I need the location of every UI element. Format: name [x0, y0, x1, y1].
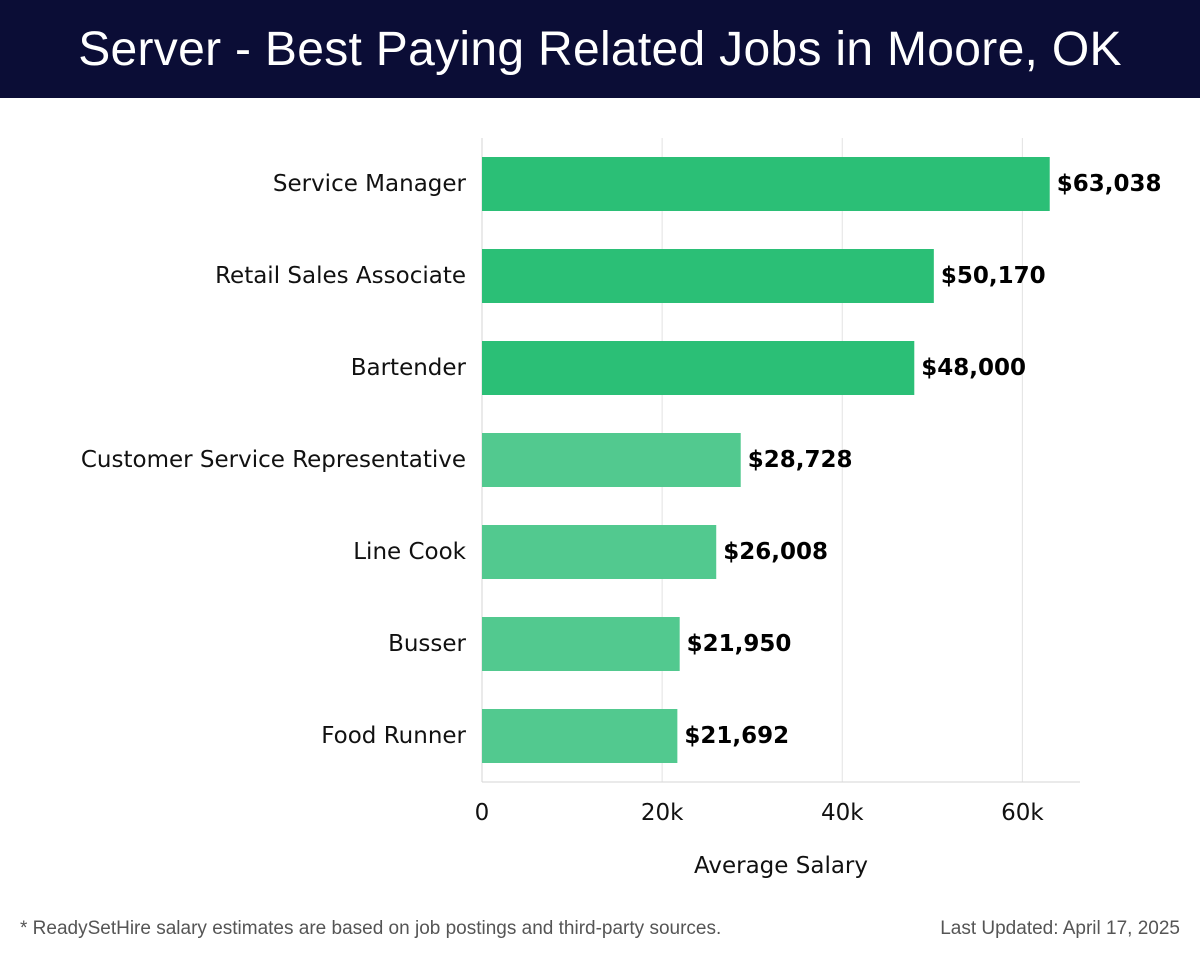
- bar-chart: Service Manager $63,038 Retail Sales Assoc…: [81, 138, 1162, 879]
- category-label: Food Runner: [321, 723, 466, 749]
- value-label: $21,950: [687, 631, 792, 657]
- category-label: Bartender: [351, 355, 467, 381]
- value-label: $48,000: [921, 355, 1026, 381]
- bar: [482, 617, 680, 671]
- source-note: * ReadySetHire salary estimates are base…: [20, 918, 722, 939]
- category-label: Retail Sales Associate: [215, 263, 466, 289]
- category-label: Service Manager: [273, 171, 467, 197]
- chart-title: Server - Best Paying Related Jobs in Moo…: [78, 22, 1122, 76]
- category-label: Busser: [388, 631, 466, 657]
- chart-header: Server - Best Paying Related Jobs in Moo…: [0, 0, 1200, 98]
- x-tick-label: 60k: [1001, 800, 1044, 826]
- x-tick-label: 0: [475, 800, 490, 826]
- value-label: $26,008: [723, 539, 828, 565]
- x-tick-label: 20k: [641, 800, 684, 826]
- value-label: $21,692: [684, 723, 789, 749]
- bar: [482, 433, 741, 487]
- bar: [482, 249, 934, 303]
- category-label: Customer Service Representative: [81, 447, 466, 473]
- value-label: $28,728: [748, 447, 853, 473]
- bar: [482, 341, 915, 395]
- value-label: $63,038: [1057, 171, 1162, 197]
- x-axis-title: Average Salary: [694, 853, 868, 879]
- x-tick-label: 40k: [821, 800, 864, 826]
- bar: [482, 525, 717, 579]
- last-updated: Last Updated: April 17, 2025: [940, 918, 1180, 939]
- bar: [482, 709, 678, 763]
- category-label: Line Cook: [353, 539, 466, 565]
- bar: [482, 157, 1050, 211]
- value-label: $50,170: [941, 263, 1046, 289]
